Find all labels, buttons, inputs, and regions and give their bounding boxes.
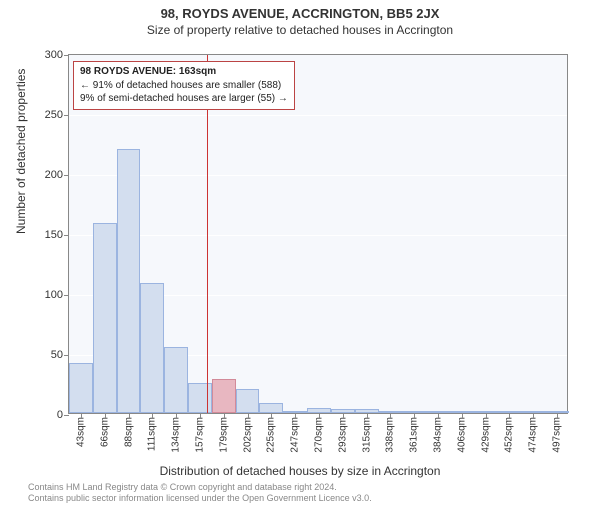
xtick-label: 88sqm <box>123 417 134 447</box>
ytick-label: 300 <box>45 49 63 61</box>
y-axis-label: Number of detached properties <box>14 69 28 234</box>
xtick-label: 247sqm <box>290 417 301 453</box>
chart-title-1: 98, ROYDS AVENUE, ACCRINGTON, BB5 2JX <box>0 6 600 21</box>
xtick-label: 361sqm <box>409 417 420 453</box>
plot-container: 05010015020025030043sqm66sqm88sqm111sqm1… <box>68 54 568 414</box>
xtick-mark <box>152 413 153 418</box>
ytick-label: 250 <box>45 109 63 121</box>
gridline <box>69 235 567 236</box>
footer-line-1: Contains HM Land Registry data © Crown c… <box>28 482 590 493</box>
chart-title-2: Size of property relative to detached ho… <box>0 23 600 37</box>
xtick-label: 293sqm <box>337 417 348 453</box>
xtick-label: 225sqm <box>266 417 277 453</box>
histogram-bar <box>117 149 141 413</box>
footer: Contains HM Land Registry data © Crown c… <box>28 482 590 504</box>
ytick-mark <box>64 355 69 356</box>
xtick-mark <box>486 413 487 418</box>
xtick-mark <box>414 413 415 418</box>
xtick-mark <box>557 413 558 418</box>
histogram-bar <box>164 347 188 413</box>
xtick-mark <box>176 413 177 418</box>
xtick-label: 315sqm <box>361 417 372 453</box>
xtick-label: 429sqm <box>480 417 491 453</box>
xtick-mark <box>319 413 320 418</box>
histogram-bar <box>212 379 236 413</box>
xtick-label: 497sqm <box>552 417 563 453</box>
xtick-label: 179sqm <box>218 417 229 453</box>
xtick-mark <box>509 413 510 418</box>
ytick-mark <box>64 295 69 296</box>
info-box: 98 ROYDS AVENUE: 163sqm ← 91% of detache… <box>73 61 295 110</box>
histogram-bar <box>140 283 164 413</box>
xtick-label: 384sqm <box>433 417 444 453</box>
info-line-2: ← 91% of detached houses are smaller (58… <box>80 79 288 93</box>
xtick-mark <box>533 413 534 418</box>
ytick-mark <box>64 55 69 56</box>
ytick-mark <box>64 415 69 416</box>
xtick-mark <box>390 413 391 418</box>
xtick-label: 270sqm <box>314 417 325 453</box>
gridline <box>69 115 567 116</box>
ytick-mark <box>64 175 69 176</box>
x-axis-label: Distribution of detached houses by size … <box>0 464 600 478</box>
histogram-bar <box>188 383 212 413</box>
xtick-label: 66sqm <box>99 417 110 447</box>
ytick-label: 200 <box>45 169 63 181</box>
xtick-label: 111sqm <box>147 417 158 451</box>
xtick-label: 406sqm <box>456 417 467 453</box>
ytick-label: 0 <box>57 409 63 421</box>
xtick-mark <box>105 413 106 418</box>
histogram-bar <box>236 389 260 413</box>
xtick-label: 202sqm <box>242 417 253 453</box>
xtick-mark <box>343 413 344 418</box>
xtick-mark <box>224 413 225 418</box>
ytick-mark <box>64 235 69 236</box>
info-line-3: 9% of semi-detached houses are larger (5… <box>80 92 288 106</box>
xtick-mark <box>271 413 272 418</box>
plot-area: 05010015020025030043sqm66sqm88sqm111sqm1… <box>68 54 568 414</box>
xtick-label: 452sqm <box>504 417 515 453</box>
histogram-bar <box>69 363 93 413</box>
xtick-mark <box>81 413 82 418</box>
xtick-mark <box>367 413 368 418</box>
xtick-mark <box>200 413 201 418</box>
xtick-label: 474sqm <box>528 417 539 453</box>
xtick-label: 338sqm <box>385 417 396 453</box>
histogram-bar <box>93 223 117 413</box>
xtick-mark <box>248 413 249 418</box>
ytick-label: 100 <box>45 289 63 301</box>
ytick-label: 50 <box>51 349 63 361</box>
xtick-label: 43sqm <box>75 417 86 447</box>
xtick-mark <box>438 413 439 418</box>
ytick-label: 150 <box>45 229 63 241</box>
xtick-label: 157sqm <box>194 417 205 453</box>
ytick-mark <box>64 115 69 116</box>
gridline <box>69 175 567 176</box>
info-line-1: 98 ROYDS AVENUE: 163sqm <box>80 65 288 79</box>
histogram-bar <box>259 403 283 413</box>
xtick-mark <box>462 413 463 418</box>
xtick-mark <box>129 413 130 418</box>
xtick-mark <box>295 413 296 418</box>
footer-line-2: Contains public sector information licen… <box>28 493 590 504</box>
xtick-label: 134sqm <box>171 417 182 453</box>
